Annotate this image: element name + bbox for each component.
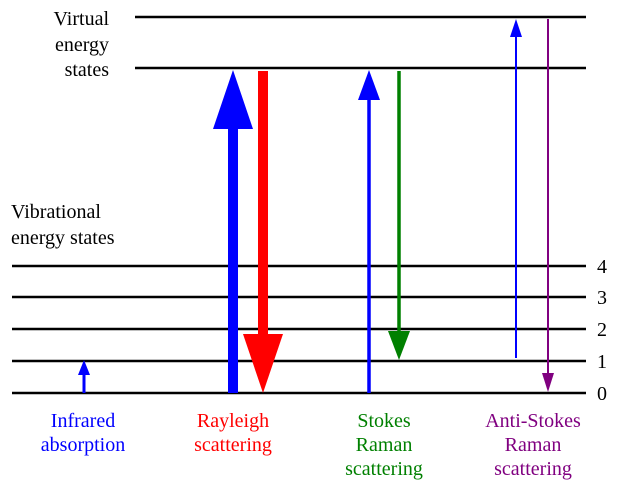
- level-number-0: 0: [597, 383, 607, 405]
- rayleigh-label-line-2: scattering: [194, 434, 272, 456]
- anti-stokes-excitation-arrow: [510, 19, 522, 358]
- anti-stokes-raman-label: Anti-Stokes Raman scattering: [485, 410, 581, 480]
- stokes-label-line-2: Raman: [356, 434, 413, 456]
- vibrational-heading-line-1: Vibrational: [11, 201, 101, 223]
- stokes-raman-label: Stokes Raman scattering: [345, 410, 423, 480]
- stokes-label-line-3: scattering: [345, 458, 423, 480]
- virtual-heading-line-2: energy: [55, 34, 109, 56]
- infrared-label-line-2: absorption: [41, 434, 125, 456]
- rayleigh-label-line-1: Rayleigh: [197, 410, 269, 432]
- stokes-emission-arrow: [388, 71, 410, 360]
- infrared-absorption-label: Infrared absorption: [41, 410, 125, 456]
- rayleigh-excitation-arrow: [213, 70, 253, 393]
- vibrational-heading-line-2: energy states: [11, 227, 115, 249]
- level-number-4: 4: [597, 256, 607, 278]
- infrared-absorption-arrow: [78, 360, 90, 393]
- rayleigh-scattering-label: Rayleigh scattering: [194, 410, 272, 456]
- virtual-heading-line-1: Virtual: [54, 8, 110, 30]
- level-number-1: 1: [597, 351, 607, 373]
- infrared-label-line-1: Infrared: [51, 410, 115, 432]
- level-number-3: 3: [597, 287, 607, 309]
- rayleigh-emission-arrow: [243, 71, 283, 393]
- stokes-excitation-arrow: [358, 70, 380, 393]
- anti-stokes-label-line-1: Anti-Stokes: [485, 410, 581, 432]
- virtual-heading-line-3: states: [65, 59, 110, 81]
- anti-stokes-emission-arrow: [542, 19, 554, 392]
- level-number-2: 2: [597, 319, 607, 341]
- anti-stokes-label-line-2: Raman: [505, 434, 562, 456]
- stokes-label-line-1: Stokes: [357, 410, 411, 432]
- anti-stokes-label-line-3: scattering: [494, 458, 572, 480]
